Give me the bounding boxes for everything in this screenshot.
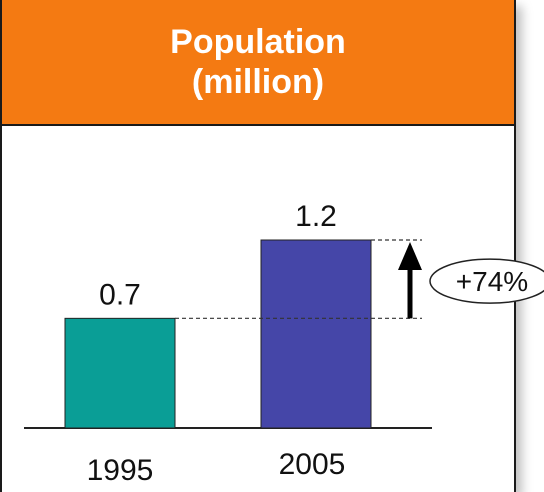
change-callout-label: +74% [456,266,528,297]
bar-1995 [64,317,176,429]
x-tick-label: 1995 [87,454,154,487]
chart-title: Population (million) [170,23,346,101]
bar-value-label: 1.2 [295,200,337,233]
bar-2005 [260,239,372,429]
increase-arrow-head [398,242,422,270]
change-callout-ellipse [429,258,544,304]
x-tick-label: 2005 [279,448,346,481]
chart-header: Population (million) [2,0,514,126]
bar-value-label: 0.7 [99,278,141,311]
